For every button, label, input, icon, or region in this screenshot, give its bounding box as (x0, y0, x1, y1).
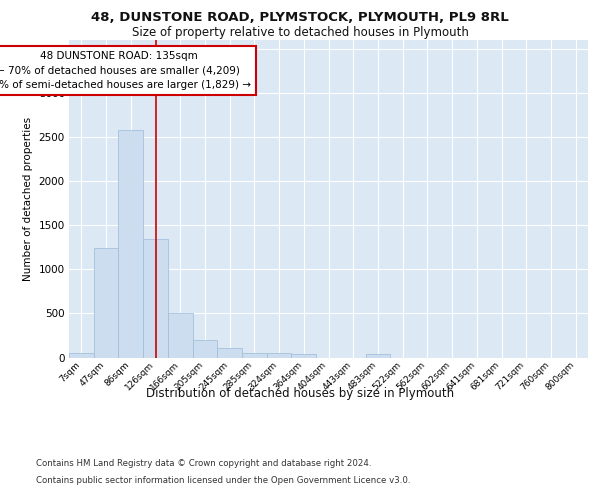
Bar (168, 314, 193, 358)
Bar (143, 240, 168, 358)
Bar (365, 354, 390, 358)
Bar (292, 354, 316, 358)
Bar (193, 340, 217, 357)
Bar (267, 353, 292, 358)
Y-axis label: Number of detached properties: Number of detached properties (23, 116, 33, 281)
Bar (242, 352, 267, 358)
Bar (118, 130, 143, 358)
Bar (217, 348, 242, 358)
Text: Contains public sector information licensed under the Open Government Licence v3: Contains public sector information licen… (36, 476, 410, 485)
Text: Size of property relative to detached houses in Plymouth: Size of property relative to detached ho… (131, 26, 469, 39)
Text: Distribution of detached houses by size in Plymouth: Distribution of detached houses by size … (146, 388, 454, 400)
Text: 48, DUNSTONE ROAD, PLYMSTOCK, PLYMOUTH, PL9 8RL: 48, DUNSTONE ROAD, PLYMSTOCK, PLYMOUTH, … (91, 11, 509, 24)
Bar (94, 248, 118, 358)
Bar (69, 352, 94, 358)
Text: 48 DUNSTONE ROAD: 135sqm
← 70% of detached houses are smaller (4,209)
30% of sem: 48 DUNSTONE ROAD: 135sqm ← 70% of detach… (0, 50, 251, 90)
Text: Contains HM Land Registry data © Crown copyright and database right 2024.: Contains HM Land Registry data © Crown c… (36, 458, 371, 468)
